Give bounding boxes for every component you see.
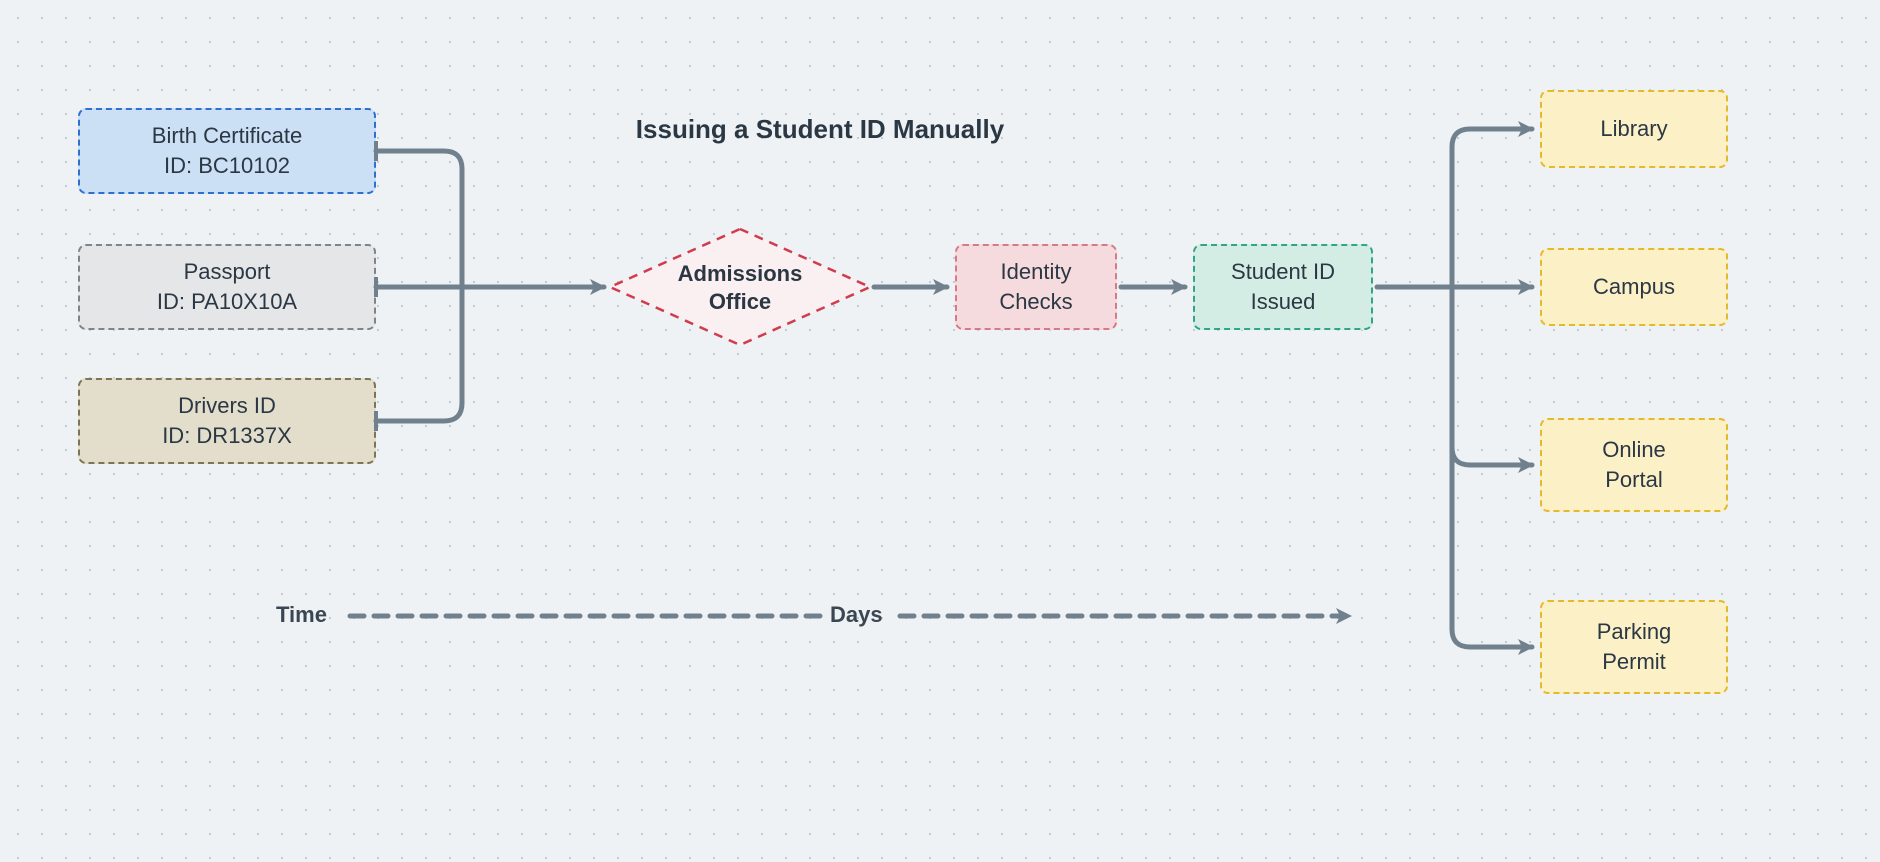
node-label-line2: Issued: [1251, 287, 1316, 317]
node-parking-permit: Parking Permit: [1540, 600, 1728, 694]
node-label-line1: Birth Certificate: [152, 121, 302, 151]
node-label-line1: Student ID: [1231, 257, 1335, 287]
svg-text:Admissions: Admissions: [678, 261, 803, 286]
node-label-line2: Portal: [1605, 465, 1662, 495]
node-online-portal: Online Portal: [1540, 418, 1728, 512]
node-label-line2: ID: BC10102: [164, 151, 290, 181]
node-label-line1: Campus: [1593, 272, 1675, 302]
node-label-line1: Drivers ID: [178, 391, 276, 421]
diagram-canvas: Issuing a Student ID Manually Birth Cert…: [0, 0, 1880, 862]
timeline-label-time: Time: [276, 602, 327, 628]
node-label-line2: ID: PA10X10A: [157, 287, 297, 317]
node-label-line1: Library: [1600, 114, 1667, 144]
node-drivers-id: Drivers ID ID: DR1337X: [78, 378, 376, 464]
node-birth-certificate: Birth Certificate ID: BC10102: [78, 108, 376, 194]
node-label-line1: Online: [1602, 435, 1666, 465]
node-campus: Campus: [1540, 248, 1728, 326]
node-student-id-issued: Student ID Issued: [1193, 244, 1373, 330]
node-label-line2: ID: DR1337X: [162, 421, 292, 451]
node-passport: Passport ID: PA10X10A: [78, 244, 376, 330]
node-identity-checks: Identity Checks: [955, 244, 1117, 330]
node-library: Library: [1540, 90, 1728, 168]
diagram-title: Issuing a Student ID Manually: [590, 114, 1050, 145]
timeline-label-days: Days: [830, 602, 883, 628]
node-label-line1: Identity: [1001, 257, 1072, 287]
svg-text:Office: Office: [709, 289, 771, 314]
node-label-line1: Passport: [184, 257, 271, 287]
node-label-line2: Permit: [1602, 647, 1666, 677]
node-label-line2: Checks: [999, 287, 1072, 317]
node-label-line1: Parking: [1597, 617, 1672, 647]
